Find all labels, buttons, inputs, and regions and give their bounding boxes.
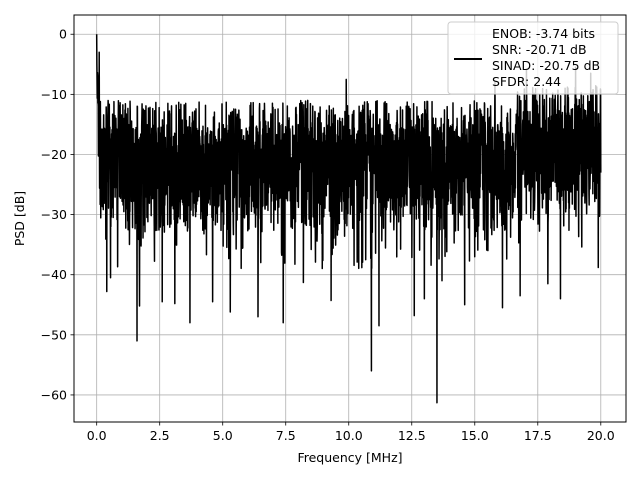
legend-entry-snr: SNR: -20.71 dB xyxy=(492,42,587,57)
legend-entry-sfdr: SFDR: 2.44 xyxy=(492,74,561,89)
x-axis: 0.0 2.5 5.0 7.5 10.0 12.5 15.0 17.5 20.0 xyxy=(87,422,615,443)
x-tick-label: 20.0 xyxy=(587,428,615,443)
legend-entry-sinad: SINAD: -20.75 dB xyxy=(492,58,600,73)
y-tick-label: −60 xyxy=(41,387,67,402)
y-tick-label: −30 xyxy=(41,207,67,222)
y-axis-label: PSD [dB] xyxy=(12,191,27,246)
psd-series-line xyxy=(95,34,602,404)
x-tick-label: 7.5 xyxy=(276,428,296,443)
x-tick-label: 0.0 xyxy=(87,428,107,443)
y-tick-label: −20 xyxy=(41,147,67,162)
y-tick-label: 0 xyxy=(59,27,67,42)
x-axis-label: Frequency [MHz] xyxy=(297,450,402,465)
legend-entry-enob: ENOB: -3.74 bits xyxy=(492,26,595,41)
x-tick-label: 5.0 xyxy=(213,428,233,443)
series-layer xyxy=(95,34,602,404)
legend: ENOB: -3.74 bits SNR: -20.71 dB SINAD: -… xyxy=(447,21,619,95)
x-tick-label: 10.0 xyxy=(335,428,363,443)
y-tick-label: −40 xyxy=(41,267,67,282)
x-tick-label: 15.0 xyxy=(461,428,489,443)
x-tick-label: 17.5 xyxy=(524,428,552,443)
y-axis: 0 −10 −20 −30 −40 −50 −60 xyxy=(41,27,74,402)
legend-box xyxy=(447,21,619,95)
y-tick-label: −50 xyxy=(41,327,67,342)
x-tick-label: 12.5 xyxy=(398,428,426,443)
plot-frame xyxy=(73,14,627,423)
y-tick-label: −10 xyxy=(41,87,67,102)
x-tick-label: 2.5 xyxy=(150,428,170,443)
